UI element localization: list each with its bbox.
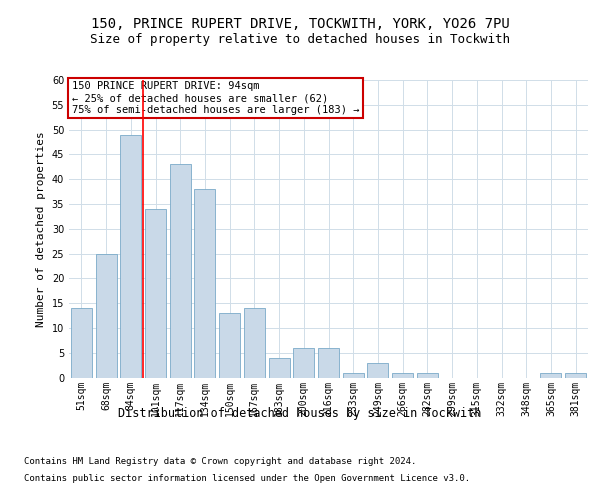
Bar xyxy=(293,348,314,378)
Bar xyxy=(71,308,92,378)
Bar xyxy=(269,358,290,378)
Bar xyxy=(318,348,339,378)
Bar xyxy=(194,189,215,378)
Text: Contains public sector information licensed under the Open Government Licence v3: Contains public sector information licen… xyxy=(24,474,470,483)
Bar xyxy=(219,313,240,378)
Bar xyxy=(541,372,562,378)
Text: 150, PRINCE RUPERT DRIVE, TOCKWITH, YORK, YO26 7PU: 150, PRINCE RUPERT DRIVE, TOCKWITH, YORK… xyxy=(91,18,509,32)
Bar xyxy=(367,362,388,378)
Text: 150 PRINCE RUPERT DRIVE: 94sqm
← 25% of detached houses are smaller (62)
75% of : 150 PRINCE RUPERT DRIVE: 94sqm ← 25% of … xyxy=(71,82,359,114)
Bar xyxy=(95,254,116,378)
Bar xyxy=(417,372,438,378)
Bar xyxy=(170,164,191,378)
Text: Distribution of detached houses by size in Tockwith: Distribution of detached houses by size … xyxy=(118,408,482,420)
Text: Contains HM Land Registry data © Crown copyright and database right 2024.: Contains HM Land Registry data © Crown c… xyxy=(24,458,416,466)
Bar xyxy=(120,134,141,378)
Bar xyxy=(244,308,265,378)
Bar xyxy=(145,209,166,378)
Bar xyxy=(343,372,364,378)
Text: Size of property relative to detached houses in Tockwith: Size of property relative to detached ho… xyxy=(90,32,510,46)
Bar xyxy=(392,372,413,378)
Bar xyxy=(565,372,586,378)
Y-axis label: Number of detached properties: Number of detached properties xyxy=(36,131,46,326)
